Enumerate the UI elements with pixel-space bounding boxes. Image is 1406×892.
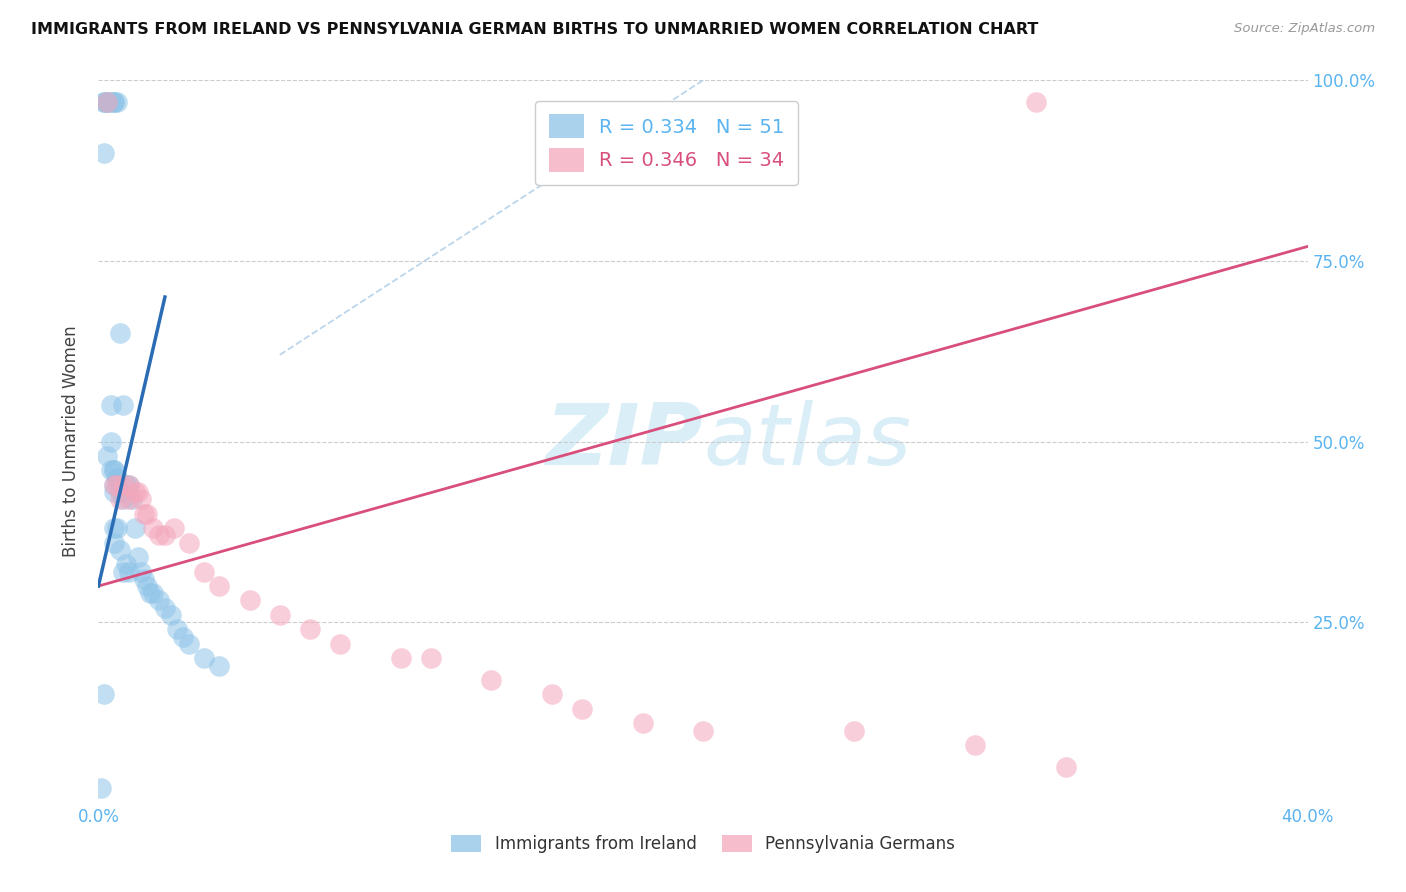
Point [111,398,134,412]
Point [118,478,141,492]
Point [103,485,125,500]
Point [129,565,152,579]
Point [692,723,714,738]
Point [135,507,157,521]
Point [100,434,122,449]
Point [166,623,188,637]
Text: atlas: atlas [703,400,911,483]
Point [118,478,141,492]
Point [103,95,125,109]
Point [124,485,146,500]
Point [96,95,118,109]
Point [100,95,122,109]
Point [193,651,215,665]
Point [148,593,170,607]
Point [118,565,141,579]
Point [299,623,322,637]
Y-axis label: Births to Unmarried Women: Births to Unmarried Women [62,326,80,558]
Point [93,145,115,160]
Point [540,687,562,701]
Point [142,521,165,535]
Point [93,95,115,109]
Point [103,535,125,549]
Point [127,550,149,565]
Point [124,521,146,535]
Point [105,521,128,535]
Point [114,478,136,492]
Point [111,565,134,579]
Text: Source: ZipAtlas.com: Source: ZipAtlas.com [1234,22,1375,36]
Point [96,449,118,463]
Point [108,542,131,557]
Point [142,586,165,600]
Point [103,95,125,109]
Point [844,723,866,738]
Point [93,95,115,109]
Text: IMMIGRANTS FROM IRELAND VS PENNSYLVANIA GERMAN BIRTHS TO UNMARRIED WOMEN CORRELA: IMMIGRANTS FROM IRELAND VS PENNSYLVANIA … [31,22,1038,37]
Point [571,702,593,716]
Point [179,535,201,549]
Point [100,463,122,477]
Point [103,478,125,492]
Point [121,492,143,507]
Point [114,558,136,572]
Point [329,637,352,651]
Text: ZIP: ZIP [546,400,703,483]
Point [179,637,201,651]
Point [105,478,128,492]
Point [111,478,134,492]
Point [105,95,128,109]
Point [208,658,231,673]
Point [193,565,215,579]
Legend: Immigrants from Ireland, Pennsylvania Germans: Immigrants from Ireland, Pennsylvania Ge… [444,828,962,860]
Point [129,492,152,507]
Point [132,507,155,521]
Point [90,781,112,796]
Point [96,95,118,109]
Point [96,95,118,109]
Point [135,579,157,593]
Point [108,326,131,340]
Point [172,630,194,644]
Point [965,738,987,752]
Point [269,607,291,622]
Point [108,492,131,507]
Point [118,492,141,507]
Point [1024,95,1046,109]
Point [420,651,443,665]
Point [105,470,128,484]
Point [132,572,155,586]
Point [105,470,128,484]
Point [239,593,262,607]
Point [111,492,134,507]
Point [631,716,654,731]
Point [96,95,118,109]
Point [208,579,231,593]
Point [139,586,162,600]
Point [108,485,131,500]
Point [153,528,176,542]
Point [103,521,125,535]
Point [100,398,122,412]
Point [153,600,176,615]
Point [103,478,125,492]
Point [160,607,183,622]
Point [127,485,149,500]
Point [163,521,186,535]
Point [481,673,503,687]
Point [103,463,125,477]
Point [103,463,125,477]
Point [1054,760,1077,774]
Point [93,687,115,701]
Point [148,528,170,542]
Point [389,651,412,665]
